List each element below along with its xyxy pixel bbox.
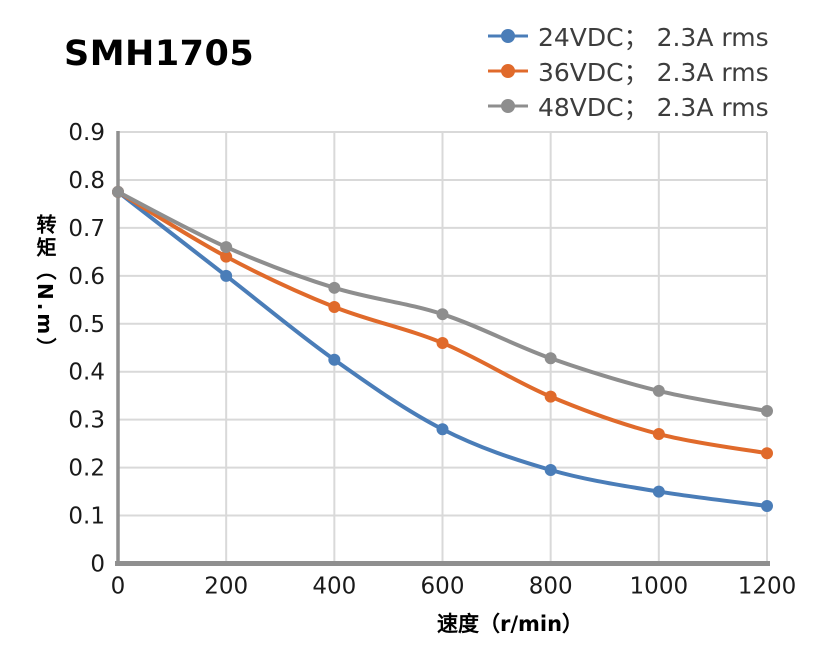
series-marker [761, 499, 773, 512]
y-axis-title: 转矩（N.m） [33, 214, 57, 361]
legend-marker-line-dot-icon [488, 98, 528, 113]
x-tick-label: 400 [312, 574, 356, 600]
series-marker [544, 352, 557, 365]
chart-title: SMH1705 [64, 34, 255, 74]
y-tick-label: 0.2 [68, 456, 105, 482]
legend-item: 24VDC； 2.3A rms [487, 18, 769, 53]
series-marker [652, 384, 665, 397]
series-marker [436, 336, 449, 349]
series-marker [652, 428, 665, 441]
series-marker [652, 485, 665, 498]
y-tick-label: 0.9 [68, 120, 105, 146]
series-marker [328, 300, 341, 313]
legend-marker-line-dot-icon [488, 63, 528, 78]
x-tick-label: 600 [421, 574, 465, 600]
x-tick-label: 0 [111, 574, 126, 600]
series-marker [436, 308, 449, 321]
series-marker [761, 447, 773, 460]
series-marker [112, 185, 124, 198]
y-tick-label: 0.4 [68, 360, 105, 386]
y-tick-label: 0.6 [68, 264, 105, 290]
y-tick-label: 0.1 [68, 504, 105, 530]
series-marker [220, 269, 233, 282]
series-marker [544, 464, 557, 477]
x-tick-label: 200 [204, 574, 248, 600]
legend-item-label: 48VDC； 2.3A rms [538, 92, 769, 122]
series-marker [328, 353, 341, 366]
x-tick-label: 1200 [738, 574, 797, 600]
series-marker [761, 405, 773, 418]
series-marker [436, 423, 449, 436]
series-marker [544, 390, 557, 403]
x-axis-title: 速度（r/min） [436, 612, 584, 636]
x-tick-label: 800 [529, 574, 573, 600]
legend-marker-line-dot-icon [488, 28, 528, 43]
y-tick-label: 0.8 [68, 168, 105, 194]
y-tick-label: 0.3 [68, 408, 105, 434]
legend: 24VDC； 2.3A rms 36VDC； 2.3A rms 48VDC； 2… [487, 18, 769, 123]
y-tick-label: 0.5 [68, 312, 105, 338]
legend-item-label: 24VDC； 2.3A rms [538, 22, 769, 52]
y-tick-label: 0 [90, 552, 105, 578]
series-marker [220, 241, 233, 254]
legend-item-label: 36VDC； 2.3A rms [538, 57, 769, 87]
series-marker [220, 250, 233, 263]
series-marker [328, 281, 341, 294]
x-tick-label: 1000 [630, 574, 689, 600]
legend-item: 48VDC； 2.3A rms [487, 88, 769, 123]
legend-item: 36VDC； 2.3A rms [487, 53, 769, 88]
y-tick-label: 0.7 [68, 216, 105, 242]
